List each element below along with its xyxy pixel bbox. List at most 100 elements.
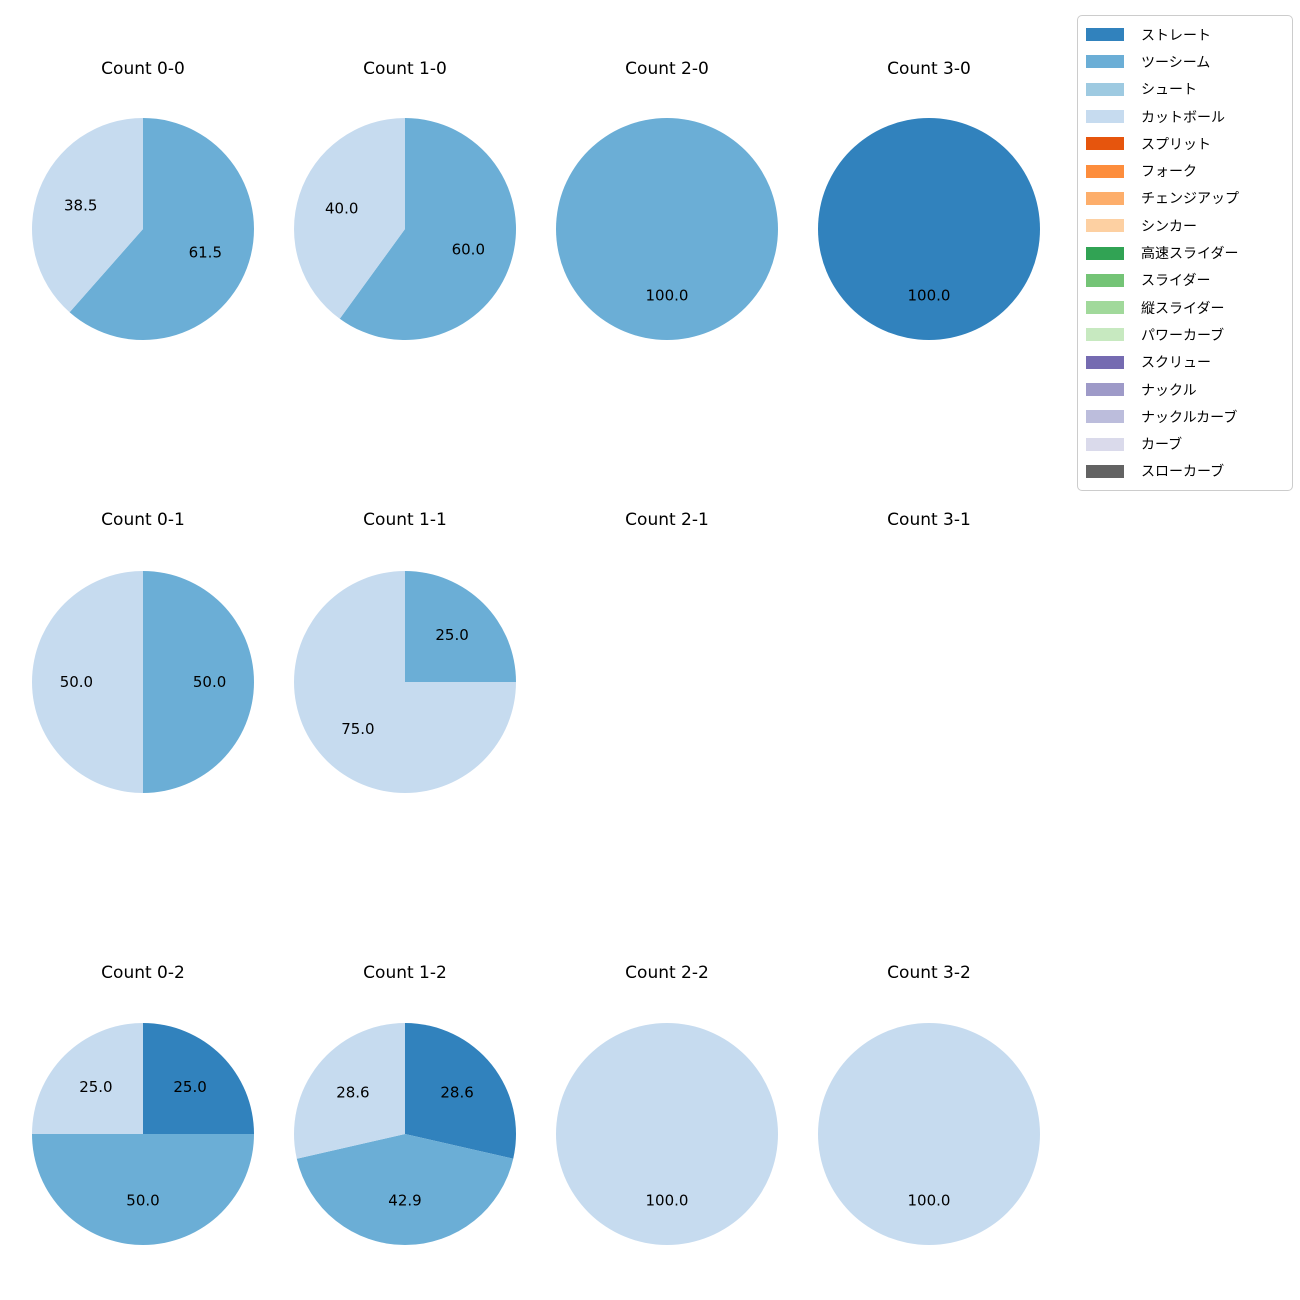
legend-swatch-icon [1086,82,1124,96]
legend-item: シンカー [1086,212,1284,239]
legend-item: ツーシーム [1086,48,1284,75]
legend-swatch-icon [1086,164,1124,178]
legend-swatch-icon [1086,219,1124,233]
legend-swatch-icon [1086,328,1124,342]
pct-label: 40.0 [325,199,358,217]
legend-label: チェンジアップ [1141,191,1239,208]
subplot-title: Count 1-2 [363,963,447,983]
pie-slice-ツーシーム [143,571,254,793]
pie-slice-カットボール [32,571,143,793]
pct-label: 60.0 [452,241,485,259]
pie-slice-ツーシーム [556,118,778,340]
pct-label: 50.0 [60,673,93,691]
pie-chart-count-0-1: 50.0 50.0 [32,571,254,793]
pie-slice-カットボール [294,571,516,793]
pie-chart-count-2-2: 100.0 [556,1023,778,1245]
subplot-title: Count 2-2 [625,963,709,983]
pct-label: 28.6 [440,1084,473,1102]
pct-label: 100.0 [646,1192,689,1210]
legend-label: 高速スライダー [1141,246,1239,263]
subplot-title: Count 2-0 [625,59,709,79]
subplot-title: Count 0-0 [101,59,185,79]
pie-slice-ツーシーム [339,118,517,340]
legend-label: スクリュー [1141,355,1211,372]
legend-swatch-icon [1086,55,1124,69]
pie-chart-count-0-0: 61.5 38.5 [31,118,254,340]
legend-item: カットボール [1086,103,1284,130]
legend-item: スクリュー [1086,349,1284,376]
legend: ストレートツーシームシュートカットボール スプリットフォークチェンジアップ シンカー… [1077,15,1293,492]
pie-slice-カットボール [556,1023,778,1245]
pie-slice-カットボール [818,1023,1040,1245]
legend-label: パワーカーブ [1141,327,1225,344]
subplot-title: Count 2-1 [625,510,709,530]
pct-label: 50.0 [193,673,226,691]
pct-label: 100.0 [908,1192,951,1210]
pie-slice-カットボール [293,1023,405,1159]
legend-swatch-icon [1086,191,1124,205]
legend-swatch-icon [1086,410,1124,424]
pie-chart-count-3-0: 100.0 [818,118,1040,340]
pct-label: 50.0 [126,1192,159,1210]
pct-label: 25.0 [173,1078,206,1096]
legend-label: スローカーブ [1141,464,1225,481]
pie-chart-count-2-0: 100.0 [556,118,778,340]
legend-label: ナックルカーブ [1141,409,1238,426]
pie-slice-ツーシーム [405,571,516,682]
legend-swatch-icon [1086,246,1124,260]
legend-item: ストレート [1086,21,1284,48]
legend-label: ストレート [1141,27,1211,44]
legend-label: ツーシーム [1141,54,1211,71]
pct-label: 75.0 [341,720,374,738]
legend-swatch-icon [1086,273,1124,287]
legend-swatch-icon [1086,301,1124,315]
legend-swatch-icon [1086,137,1124,151]
pie-slice-カットボール [31,118,144,313]
legend-item: パワーカーブ [1086,321,1284,348]
legend-label: 縦スライダー [1141,300,1225,317]
pct-label: 28.6 [336,1084,369,1102]
pct-label: 61.5 [189,244,222,262]
pie-slice-ストレート [818,118,1040,340]
legend-swatch-icon [1086,110,1124,124]
legend-item: ナックル [1086,376,1284,403]
pct-label: 38.5 [64,197,97,215]
legend-item: チェンジアップ [1086,185,1284,212]
legend-item: 高速スライダー [1086,239,1284,266]
pie-slice-カットボール [32,1023,143,1134]
legend-label: スプリット [1141,136,1211,153]
legend-swatch-icon [1086,355,1124,369]
legend-label: スライダー [1141,273,1211,290]
pct-label: 25.0 [79,1078,112,1096]
pct-label: 25.0 [435,626,468,644]
legend-label: カットボール [1141,109,1225,126]
pie-chart-count-0-2: 25.0 50.0 25.0 [32,1023,254,1245]
pie-slice-カットボール [294,118,405,319]
pie-slice-ツーシーム [32,1134,254,1245]
legend-label: カーブ [1141,437,1183,454]
legend-item: フォーク [1086,157,1284,184]
legend-swatch-icon [1086,383,1124,396]
pct-label: 100.0 [646,287,689,305]
legend-label: ナックル [1141,382,1197,399]
legend-swatch-icon [1086,464,1124,478]
pie-slice-ストレート [143,1023,254,1134]
legend-swatch-icon [1086,437,1124,451]
legend-swatch-icon [1086,28,1124,42]
pie-slice-ツーシーム [69,118,254,340]
legend-item: スローカーブ [1086,458,1284,485]
subplot-title: Count 3-2 [887,963,971,983]
legend-item: シュート [1086,76,1284,103]
legend-item: スライダー [1086,267,1284,294]
pie-chart-count-1-2: 28.6 42.9 28.6 [293,1023,517,1246]
pie-chart-count-3-2: 100.0 [818,1023,1040,1245]
legend-label: シンカー [1141,218,1197,235]
subplot-title: Count 1-0 [363,59,447,79]
pie-chart-count-1-0: 60.0 40.0 [294,118,517,340]
subplot-title: Count 1-1 [363,510,447,530]
legend-label: シュート [1141,82,1197,99]
pie-slice-ストレート [405,1023,517,1159]
legend-item: カーブ [1086,430,1284,457]
pct-label: 42.9 [388,1192,421,1210]
